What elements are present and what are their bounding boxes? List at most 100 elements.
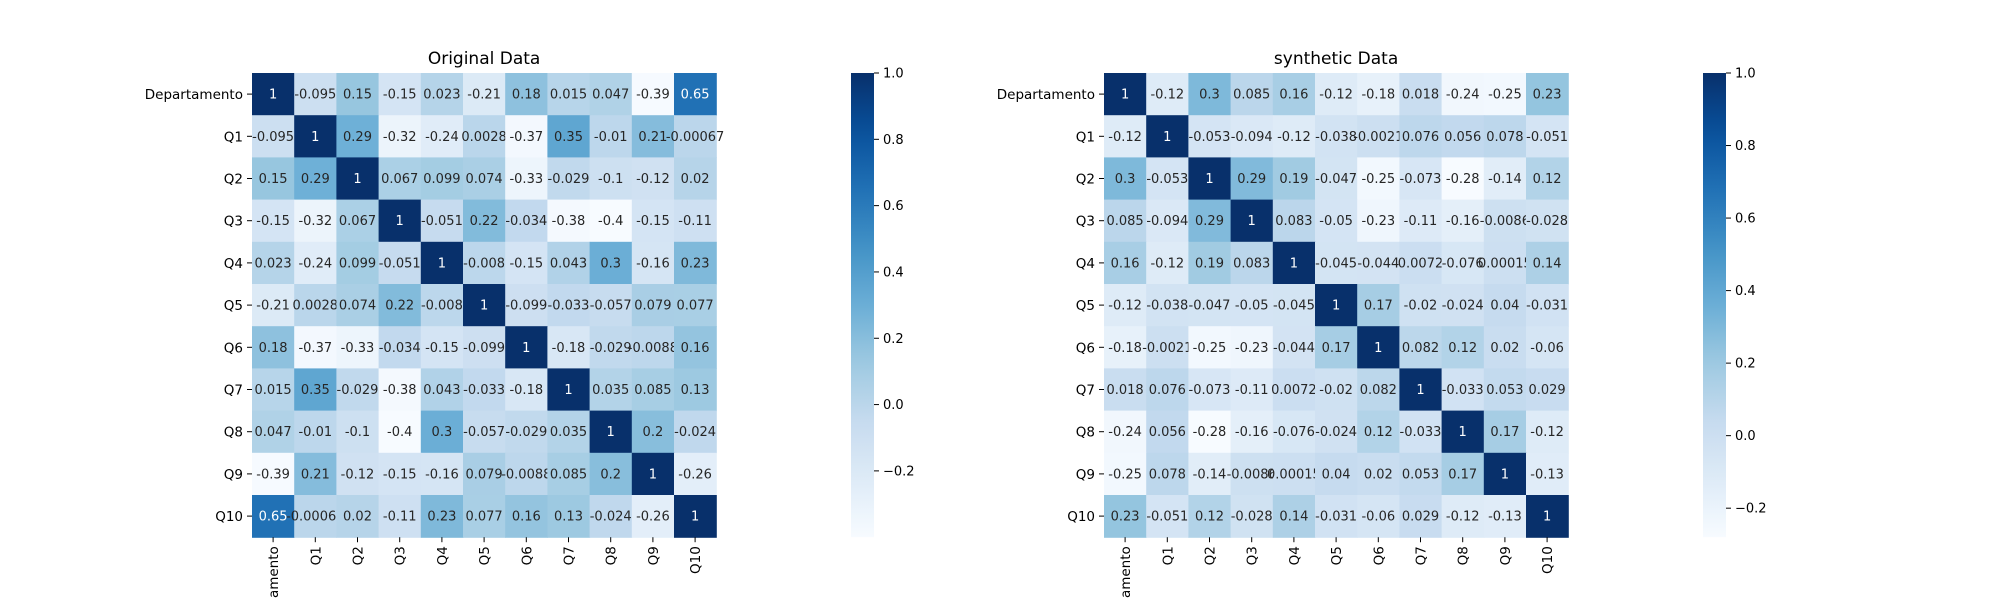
cell-value-label: -0.14	[1488, 172, 1522, 187]
cell-value-label: 0.0028	[461, 130, 507, 145]
cell-value-label: -0.33	[341, 341, 375, 356]
x-tick-label: amento	[266, 546, 282, 598]
heatmap-cell	[252, 241, 295, 285]
heatmap-cell	[1399, 199, 1443, 243]
cell-value-label: 0.13	[681, 383, 710, 398]
heatmap-cell	[1483, 495, 1527, 538]
cell-value-label: -0.16	[1446, 214, 1480, 229]
x-tick-label: Q6	[1371, 546, 1387, 565]
heatmap-cell	[336, 326, 380, 369]
cell-value-label: -0.25	[1193, 341, 1227, 356]
y-tick-label: Q5	[224, 298, 243, 314]
cell-value-label: -0.053	[1189, 130, 1231, 145]
cell-value-label: 0.099	[423, 172, 460, 187]
heatmap-cell	[1272, 241, 1316, 285]
cell-value-label: -0.12	[341, 467, 375, 482]
heatmap-cell	[1104, 410, 1147, 454]
colorbar-tick-label: 0.0	[1735, 429, 1756, 444]
heatmap-cell	[1104, 326, 1147, 369]
heatmap-cell	[420, 241, 464, 285]
cell-value-label: 0.02	[343, 510, 372, 525]
cell-value-label: 0.16	[681, 341, 710, 356]
cell-value-label: -0.045	[1273, 299, 1315, 314]
heatmap-cell	[1315, 115, 1358, 158]
heatmap-cell	[294, 495, 337, 538]
cell-value-label: -0.4	[387, 425, 412, 440]
heatmap-cell	[674, 73, 717, 116]
colorbar	[1703, 73, 1726, 538]
cell-value-label: 0.19	[1279, 172, 1308, 187]
x-tick-label: Q6	[519, 546, 535, 565]
cell-value-label: -0.0088	[628, 341, 678, 356]
heatmap-cell	[1526, 410, 1569, 454]
heatmap-cell	[631, 73, 675, 116]
cell-value-label: -0.044	[1357, 256, 1399, 271]
cell-value-label: 0.65	[681, 88, 710, 103]
heatmap-cell	[1146, 495, 1189, 538]
heatmap-cell	[1483, 241, 1527, 285]
cell-value-label: -0.26	[678, 467, 712, 482]
colorbar-tick-label: 1.0	[1735, 67, 1756, 82]
cell-value-label: 0.029	[1528, 383, 1565, 398]
colorbar-tick-label: 0.4	[883, 265, 904, 280]
heatmap-cell	[505, 410, 548, 454]
heatmap-cell	[420, 199, 464, 243]
heatmap-cell	[336, 241, 380, 285]
heatmap-cell	[1188, 368, 1232, 412]
heatmap-cell	[1357, 326, 1400, 369]
cell-value-label: 1	[353, 172, 361, 187]
cell-value-label: -0.12	[1108, 130, 1142, 145]
cell-value-label: -0.024	[1315, 425, 1357, 440]
colorbar-tick-label: 0.6	[883, 199, 904, 214]
cell-value-label: 0.056	[1149, 425, 1186, 440]
colorbar-tick-label: 0.4	[1735, 284, 1756, 299]
cell-value-label: -0.057	[463, 425, 505, 440]
y-tick-label: Q3	[1076, 214, 1095, 230]
cell-value-label: -0.37	[298, 341, 332, 356]
heatmap-cell	[547, 410, 591, 454]
heatmap-cell	[631, 495, 675, 538]
cell-value-label: -0.12	[1277, 130, 1311, 145]
cell-value-label: -0.024	[1442, 299, 1484, 314]
heatmap-cell	[1230, 241, 1274, 285]
cell-value-label: 1	[1416, 383, 1424, 398]
chart-title: Original Data	[428, 49, 541, 69]
heatmap-cell	[252, 410, 295, 454]
heatmap-cell	[1315, 284, 1358, 327]
heatmap-cell	[1272, 157, 1316, 201]
x-tick-label: Q3	[1245, 546, 1261, 565]
x-tick-label: amento	[1118, 546, 1134, 598]
cell-value-label: 0.12	[1364, 425, 1393, 440]
cell-value-label: -0.038	[1315, 130, 1357, 145]
heatmap-cell	[631, 241, 675, 285]
cell-value-label: -0.37	[509, 130, 543, 145]
cell-value-label: 0.22	[470, 214, 499, 229]
heatmap-cell	[1399, 157, 1443, 201]
heatmap-cell	[378, 115, 422, 158]
cell-value-label: 0.22	[385, 299, 414, 314]
cell-value-label: 1	[1248, 214, 1256, 229]
heatmap-cell	[420, 157, 464, 201]
heatmap-cell	[1357, 495, 1400, 538]
cell-value-label: 0.018	[1106, 383, 1143, 398]
cell-value-label: -0.06	[1361, 510, 1395, 525]
cell-value-label: -0.008	[421, 299, 463, 314]
heatmap-cell	[1146, 452, 1189, 496]
cell-value-label: 0.085	[1233, 88, 1270, 103]
heatmap-cell	[1441, 241, 1485, 285]
heatmap-cell	[378, 284, 422, 327]
cell-value-label: 1	[311, 130, 319, 145]
heatmap-cell	[1104, 73, 1147, 116]
heatmap-cell	[420, 284, 464, 327]
colorbar-tick-label: 0.6	[1735, 212, 1756, 227]
heatmap-cell	[1146, 73, 1189, 116]
cell-value-label: -0.24	[1446, 88, 1480, 103]
cell-value-label: 0.053	[1486, 383, 1523, 398]
y-tick-label: Departamento	[145, 87, 243, 103]
cell-value-label: -0.15	[383, 467, 417, 482]
cell-value-label: 1	[1163, 130, 1171, 145]
cell-value-label: 0.3	[600, 256, 621, 271]
cell-value-label: 0.023	[423, 88, 460, 103]
cell-value-label: -0.029	[505, 425, 547, 440]
